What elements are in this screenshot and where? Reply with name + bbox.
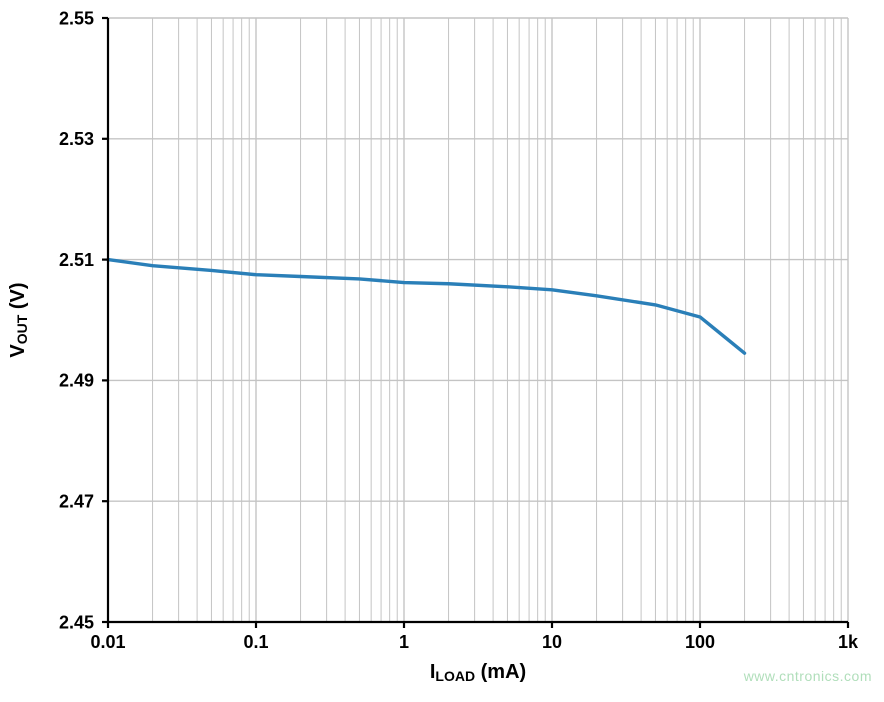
y-tick-label: 2.53 (59, 129, 94, 149)
y-tick-label: 2.49 (59, 371, 94, 391)
watermark-text: www.cntronics.com (744, 668, 872, 684)
y-tick-label: 2.45 (59, 612, 94, 632)
y-tick-label: 2.47 (59, 492, 94, 512)
x-tick-label: 0.1 (243, 632, 268, 652)
x-tick-label: 0.01 (90, 632, 125, 652)
x-tick-label: 1 (399, 632, 409, 652)
x-tick-label: 10 (542, 632, 562, 652)
y-tick-label: 2.51 (59, 250, 94, 270)
x-tick-label: 1k (838, 632, 859, 652)
chart-svg: 0.010.11101001k2.452.472.492.512.532.55I… (0, 0, 884, 702)
y-tick-label: 2.55 (59, 8, 94, 28)
chart-container: 0.010.11101001k2.452.472.492.512.532.55I… (0, 0, 884, 702)
x-tick-label: 100 (685, 632, 715, 652)
